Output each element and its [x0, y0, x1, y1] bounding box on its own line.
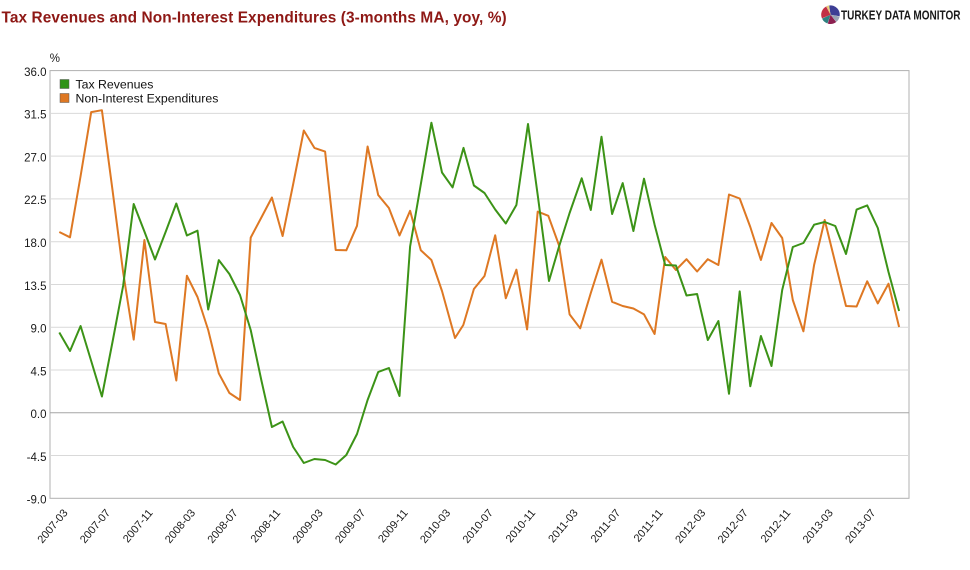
svg-text:31.5: 31.5: [24, 110, 46, 122]
svg-text:Tax Revenues: Tax Revenues: [76, 78, 154, 92]
svg-text:4.5: 4.5: [31, 366, 47, 378]
svg-text:0.0: 0.0: [31, 409, 47, 421]
svg-text:-4.5: -4.5: [27, 452, 47, 464]
svg-text:13.5: 13.5: [24, 281, 46, 293]
svg-text:9.0: 9.0: [31, 324, 47, 336]
svg-text:TURKEY DATA MONITOR: TURKEY DATA MONITOR: [841, 8, 961, 23]
svg-text:18.0: 18.0: [24, 238, 46, 250]
svg-text:%: %: [50, 53, 60, 65]
svg-text:36.0: 36.0: [24, 67, 46, 79]
svg-text:22.5: 22.5: [24, 195, 46, 207]
svg-text:-9.0: -9.0: [27, 495, 47, 507]
svg-text:Tax Revenues and Non-Interest: Tax Revenues and Non-Interest Expenditur…: [2, 9, 507, 26]
svg-text:Non-Interest Expenditures: Non-Interest Expenditures: [76, 92, 219, 106]
svg-text:27.0: 27.0: [24, 152, 46, 164]
